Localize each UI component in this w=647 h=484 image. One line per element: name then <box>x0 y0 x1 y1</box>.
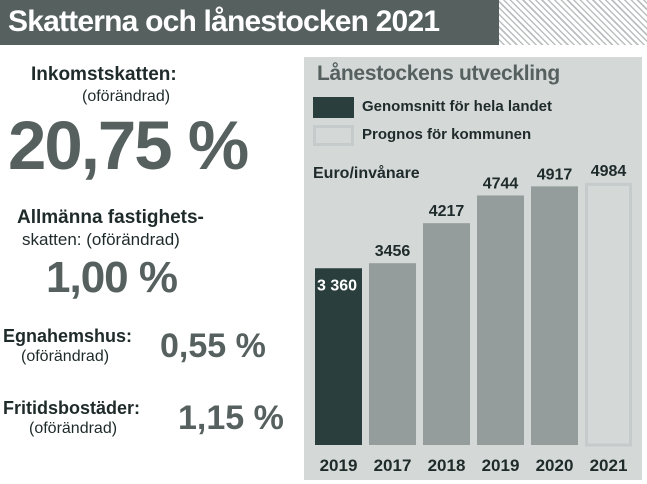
bar-value-label-5: 4984 <box>591 163 627 180</box>
income-tax-value: 20,75 % <box>8 107 249 184</box>
category-label-5: 2021 <box>590 456 628 475</box>
bar-3 <box>477 195 524 445</box>
chart-panel: Lånestockens utveckling Genomsnitt för h… <box>304 57 642 480</box>
chart-title: Lånestockens utveckling <box>317 62 560 85</box>
bar-1 <box>369 263 416 445</box>
header-stripe-decoration <box>499 0 647 45</box>
bar-2 <box>423 223 470 445</box>
bar-value-label-4: 4917 <box>537 166 573 183</box>
property-tax-label: Allmänna fastighets- <box>17 207 204 228</box>
category-label-2: 2018 <box>428 456 466 475</box>
legend-swatch-national <box>313 97 354 118</box>
house-tax-sub: (oförändrad) <box>21 348 110 365</box>
bar-5 <box>585 182 632 447</box>
legend-label-forecast: Prognos för kommunen <box>362 126 532 143</box>
category-label-0: 2019 <box>320 456 358 475</box>
header-bar: Skatterna och lånestocken 2021 <box>0 0 499 45</box>
bar-4 <box>531 186 578 446</box>
page-title: Skatterna och lånestocken 2021 <box>8 5 440 38</box>
property-tax-sub-text: skatten: (oförändrad) <box>22 230 180 249</box>
bar-0 <box>315 268 362 445</box>
category-label-3: 2019 <box>482 456 520 475</box>
legend-label-national: Genomsnitt för hela landet <box>362 98 553 115</box>
bar-value-label-2: 4217 <box>429 203 465 220</box>
leisure-tax-label: Fritidsbostäder: <box>3 398 141 418</box>
income-tax-label: Inkomstskatten: <box>31 64 177 85</box>
bar-value-label-3: 4744 <box>483 175 519 192</box>
y-axis-label: Euro/invånare <box>313 165 420 182</box>
legend-swatch-forecast <box>313 125 354 146</box>
house-tax-label: Egnahemshus: <box>3 326 133 346</box>
income-tax-sub: (oförändrad) <box>82 88 171 105</box>
category-label-1: 2017 <box>374 456 412 475</box>
property-tax-value: 1,00 % <box>46 253 178 302</box>
bar-chart: 3 360 2019 3456 2017 4217 2018 4744 2019 4917 202… <box>315 163 632 475</box>
category-label-4: 2020 <box>536 456 574 475</box>
bar-value-label-0: 3 360 <box>317 277 357 294</box>
house-tax-value: 0,55 % <box>160 327 266 365</box>
property-tax-sub: skatten: (oförändrad) <box>22 230 180 250</box>
leisure-tax-sub: (oförändrad) <box>29 420 118 437</box>
bar-value-label-1: 3456 <box>375 243 411 260</box>
leisure-tax-value: 1,15 % <box>178 399 284 437</box>
